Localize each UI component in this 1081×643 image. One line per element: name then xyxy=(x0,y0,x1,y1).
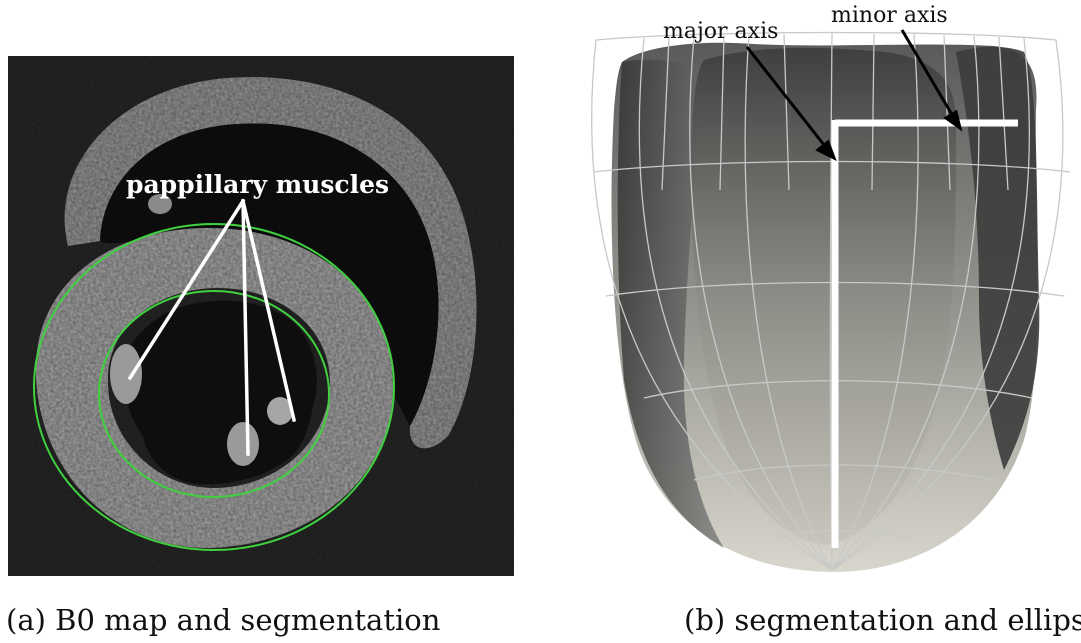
major-axis-label: major axis xyxy=(663,19,778,44)
minor-axis-label: minor axis xyxy=(831,3,948,28)
epicardial-contour xyxy=(33,223,395,551)
caption-a: (a) B0 map and segmentation xyxy=(6,603,441,637)
annotation-pointers xyxy=(127,198,297,456)
papillary-muscle-right xyxy=(267,397,293,425)
b0-map-image: pappillary muscles xyxy=(8,56,514,576)
ellipsoid-panel: major axis minor axis xyxy=(584,0,1081,600)
axis-arrows xyxy=(745,29,963,162)
axes xyxy=(831,119,1018,548)
papillary-muscle-left xyxy=(110,344,142,404)
papillary-muscle-bottom xyxy=(227,422,259,466)
segmentation-render: major axis minor axis xyxy=(591,3,1071,573)
b0-map-panel: pappillary muscles xyxy=(8,56,514,576)
caption-b: (b) segmentation and ellipsoid xyxy=(684,603,1081,637)
papillary-muscles-label: pappillary muscles xyxy=(126,170,389,199)
endocardial-contour xyxy=(98,290,330,498)
blood-pool xyxy=(123,300,317,485)
